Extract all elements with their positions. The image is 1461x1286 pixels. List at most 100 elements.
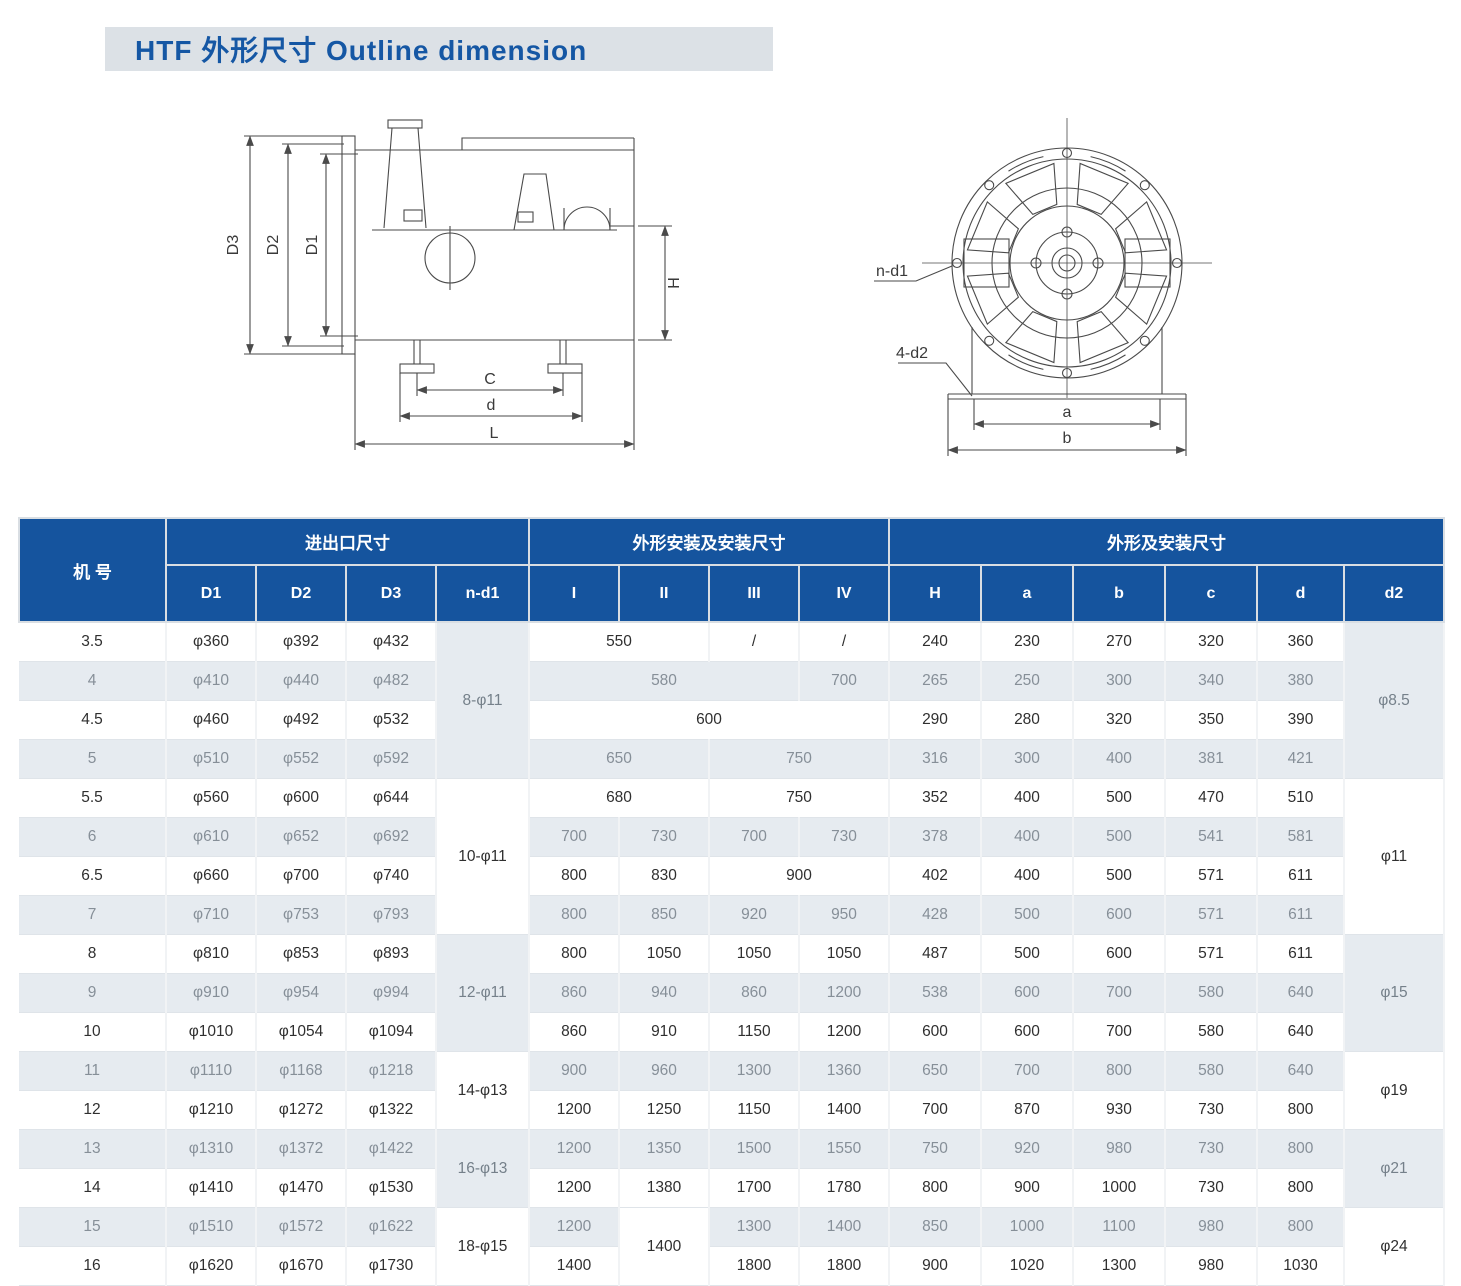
table-cell: φ810: [166, 934, 257, 974]
table-cell: 3.5: [19, 622, 167, 662]
table-cell: φ482: [346, 661, 437, 701]
table-cell: 1000: [1073, 1168, 1166, 1208]
table-cell: φ24: [1344, 1207, 1445, 1286]
table-row: 6.5 φ660 φ700 φ740 800 830 900 402 400 500 571 611: [19, 856, 1444, 896]
table-row: 15 φ1510 φ1572 φ1622 18-φ15 1200 1400 1300 1400 8…: [19, 1207, 1445, 1286]
table-cell: 352: [889, 778, 982, 818]
table-row: 4 φ410 φ440 φ482 580 700 265 250 300 340 380: [19, 661, 1444, 701]
table-cell: 800: [1257, 1090, 1345, 1130]
column-header: d2: [1343, 564, 1445, 623]
table-cell: φ793: [346, 895, 437, 935]
table-cell: 1400: [799, 1207, 890, 1247]
page-title: HTF 外形尺寸 Outline dimension: [135, 35, 588, 66]
table-cell: 1380: [619, 1168, 710, 1208]
table-cell: 9: [19, 973, 167, 1013]
table-cell: 1200: [529, 1168, 620, 1208]
table-cell: 1250: [619, 1090, 710, 1130]
table-cell: φ1210: [166, 1090, 257, 1130]
table-cell: 250: [981, 661, 1074, 701]
table-cell: 611: [1257, 934, 1345, 974]
table-cell: φ8.5: [1344, 622, 1445, 779]
dim-label-d: d: [487, 397, 496, 414]
table-cell: 340: [1165, 661, 1258, 701]
table-cell: φ692: [346, 817, 437, 857]
dim-label-d3: D3: [225, 235, 242, 256]
table-cell: 500: [981, 934, 1074, 974]
front-view-drawing: n-d1 4-d2 a b: [874, 118, 1212, 456]
table-cell: φ1572: [256, 1207, 347, 1247]
column-header: II: [618, 564, 710, 623]
column-group-header: 进出口尺寸: [165, 517, 530, 566]
table-cell: 800: [529, 934, 620, 974]
table-cell: 730: [1165, 1129, 1258, 1169]
table-cell: 860: [709, 973, 800, 1013]
table-cell: 1300: [1073, 1246, 1166, 1286]
table-cell: φ592: [346, 739, 437, 779]
table-row: 16 φ1620 φ1670 φ1730 1400 1800 1800 900 1020 1300…: [19, 1246, 1444, 1286]
table-row: 13 φ1310 φ1372 φ1422 16-φ13 1200 1350 1500 1550 7…: [19, 1129, 1445, 1208]
table-cell: φ954: [256, 973, 347, 1013]
column-header: d: [1256, 564, 1345, 623]
table-cell: 320: [1165, 622, 1258, 662]
table-cell: 10-φ11: [436, 778, 530, 935]
table-cell: φ392: [256, 622, 347, 662]
table-cell: 13: [19, 1129, 167, 1169]
table-cell: 900: [709, 856, 890, 896]
table-cell: 730: [799, 817, 890, 857]
table-cell: 900: [981, 1168, 1074, 1208]
table-cell: 500: [1073, 778, 1166, 818]
table-cell: φ1622: [346, 1207, 437, 1247]
table-cell: φ1310: [166, 1129, 257, 1169]
table-row: 9 φ910 φ954 φ994 860 940 860 1200 538 600 700 580 64…: [19, 973, 1444, 1013]
table-cell: 1000: [981, 1207, 1074, 1247]
table-cell: 1400: [619, 1207, 710, 1286]
table-cell: φ440: [256, 661, 347, 701]
table-cell: 1400: [799, 1090, 890, 1130]
table-cell: 320: [1073, 700, 1166, 740]
column-header: I: [528, 564, 620, 623]
table-head: 机 号进出口尺寸 外形安装及安装尺寸 外形及安装尺寸 D1 D2 D3 n-d1 I II III…: [18, 517, 1445, 623]
table-cell: φ910: [166, 973, 257, 1013]
label-4-d2: 4-d2: [896, 345, 928, 362]
table-body: 3.5 φ360 φ392 φ432 8-φ11 550//240 230 270 320 360…: [19, 622, 1445, 1286]
table-cell: 680: [529, 778, 710, 818]
column-header: n-d1: [435, 564, 530, 623]
table-cell: φ1620: [166, 1246, 257, 1286]
table-cell: φ1410: [166, 1168, 257, 1208]
dim-label-b: b: [1063, 430, 1072, 447]
table-cell: 230: [981, 622, 1074, 662]
table-cell: 6: [19, 817, 167, 857]
table-cell: 400: [1073, 739, 1166, 779]
table-row: 5 φ510 φ552 φ592 650 750 316 300 400 381 421: [19, 739, 1444, 779]
table-cell: φ11: [1344, 778, 1445, 935]
table-cell: 380: [1257, 661, 1345, 701]
table-cell: 1200: [529, 1129, 620, 1169]
table-cell: φ492: [256, 700, 347, 740]
table-cell: φ1422: [346, 1129, 437, 1169]
table-cell: 730: [1165, 1090, 1258, 1130]
table-cell: 500: [981, 895, 1074, 935]
table-cell: 15: [19, 1207, 167, 1247]
table-cell: 5.5: [19, 778, 167, 818]
table-row: 6 φ610 φ652 φ692 700 730 700 730 378 400 500 541 581: [19, 817, 1444, 857]
column-header: IV: [798, 564, 890, 623]
table-cell: 930: [1073, 1090, 1166, 1130]
table-cell: 300: [1073, 661, 1166, 701]
dim-label-h: H: [666, 277, 682, 289]
table-cell: 870: [981, 1090, 1074, 1130]
table-cell: 800: [889, 1168, 982, 1208]
table-cell: φ610: [166, 817, 257, 857]
table-cell: 400: [981, 856, 1074, 896]
column-header: a: [980, 564, 1074, 623]
table-cell: 14: [19, 1168, 167, 1208]
table-cell: 940: [619, 973, 710, 1013]
table-cell: 800: [1257, 1129, 1345, 1169]
table-cell: 470: [1165, 778, 1258, 818]
table-cell: φ1218: [346, 1051, 437, 1091]
table-cell: 381: [1165, 739, 1258, 779]
column-header: H: [888, 564, 982, 623]
table-cell: 800: [529, 856, 620, 896]
dim-label-d1: D1: [304, 235, 321, 256]
table-cell: 18-φ15: [436, 1207, 530, 1286]
